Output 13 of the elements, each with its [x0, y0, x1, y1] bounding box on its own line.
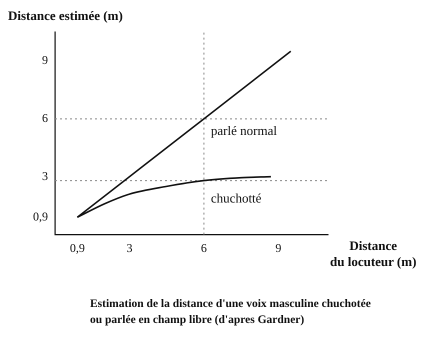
series-label: chuchotté	[210, 190, 262, 206]
y-tick-label: 0,9	[33, 209, 48, 224]
y-tick-label: 6	[42, 110, 48, 125]
x-tick-label: 3	[126, 240, 132, 255]
y-tick-label: 9	[42, 53, 48, 68]
x-axis-title: Distance du locuteur (m)	[330, 238, 416, 270]
y-tick-label: 3	[42, 168, 48, 183]
text: Estimation de la distance d'une voix masculine chuchotée ou parlée en champ libre (d'apres Gardner)	[90, 297, 371, 328]
y-axis-title: Distance estimée (m)	[8, 8, 123, 24]
x-tick-label: 0,9	[70, 240, 85, 255]
series-label: parlé normal	[210, 122, 278, 138]
x-tick-label: 6	[200, 240, 207, 255]
x-tick-label: 9	[275, 240, 282, 255]
